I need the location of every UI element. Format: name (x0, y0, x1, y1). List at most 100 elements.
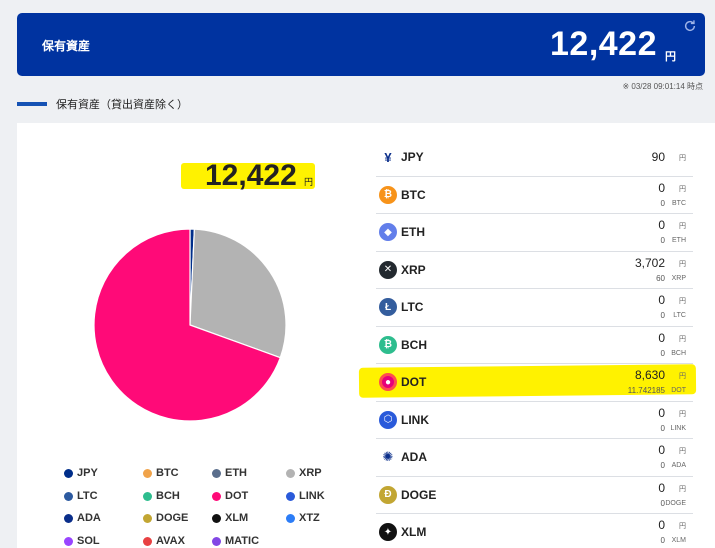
asset-quantity-unit: XLM (671, 537, 686, 544)
asset-row-ltc[interactable]: Ł LTC 0 円 0 LTC (376, 289, 693, 327)
asset-row-bch[interactable]: ₿ BCH 0 円 0 BCH (376, 327, 693, 364)
xrp-icon: ✕ (379, 260, 397, 279)
asset-name: XRP (401, 262, 426, 277)
highlight-mark (181, 163, 315, 189)
asset-row-doge[interactable]: Ð DOGE 0 円 0 DOGE (376, 477, 693, 514)
cardano-icon: ✺ (379, 448, 397, 466)
legend-swatch (286, 513, 295, 523)
litecoin-icon: Ł (379, 298, 397, 316)
legend-item-ltc[interactable]: LTC (64, 490, 98, 502)
total-amount: 12,422 (205, 159, 297, 192)
asset-row-link[interactable]: ⬡ LINK 0 円 0 LINK (376, 402, 693, 439)
asset-quantity-unit: LINK (670, 424, 686, 432)
asset-jpy-unit: 円 (679, 373, 686, 380)
legend-label: XTZ (299, 512, 320, 524)
asset-name: JPY (401, 150, 424, 164)
last-updated-timestamp: ※ 03/28 09:01:14 時点 (622, 82, 703, 91)
asset-quantity: 60 (656, 273, 665, 283)
asset-row-btc[interactable]: ₿ BTC 0 円 0 BTC (376, 177, 693, 214)
asset-quantity-unit: ADA (671, 462, 686, 469)
asset-jpy-value: 0 (658, 518, 665, 532)
legend-label: SOL (77, 535, 100, 547)
section-heading: 保有資産（貸出資産除く） (17, 97, 188, 111)
legend-label: BTC (156, 467, 179, 479)
legend-item-bch[interactable]: BCH (143, 490, 180, 502)
asset-quantity: 0 (660, 236, 665, 245)
polkadot-icon: ● (379, 373, 397, 391)
asset-quantity-unit: BTC (672, 199, 686, 207)
asset-row-jpy[interactable]: ¥ JPY 90 円 (376, 139, 693, 177)
legend-item-sol[interactable]: SOL (64, 535, 100, 547)
legend-item-jpy[interactable]: JPY (64, 467, 98, 479)
legend-item-btc[interactable]: BTC (143, 467, 179, 479)
asset-row-xrp[interactable]: ✕ XRP 3,702 円 60 XRP (376, 252, 693, 289)
legend-item-ada[interactable]: ADA (64, 512, 101, 524)
legend-item-dot[interactable]: DOT (212, 490, 248, 502)
asset-quantity: 11.742185 (627, 386, 665, 395)
legend-label: LTC (77, 490, 98, 502)
asset-jpy-unit: 円 (679, 485, 686, 493)
chainlink-icon: ⬡ (379, 410, 397, 429)
legend-swatch (212, 491, 221, 501)
asset-quantity: 0 (660, 423, 665, 433)
refresh-icon[interactable] (683, 19, 697, 33)
asset-quantity-unit: BCH (671, 349, 686, 357)
asset-jpy-unit: 円 (679, 410, 686, 418)
ethereum-icon: ◆ (379, 223, 397, 241)
asset-row-dot[interactable]: ● DOT 8,630 円 11.742185 DOT (376, 364, 693, 402)
legend-label: LINK (299, 490, 325, 502)
asset-row-xlm[interactable]: ✦ XLM 0 円 0 XLM (376, 514, 693, 548)
asset-quantity-unit: DOGE (665, 499, 686, 507)
bitcoin-cash-icon: ₿ (379, 335, 397, 354)
legend-item-xrp[interactable]: XRP (286, 467, 322, 479)
asset-name: DOT (401, 375, 427, 389)
legend-swatch (64, 536, 73, 546)
asset-name: DOGE (401, 487, 437, 502)
asset-quantity: 0 (660, 348, 665, 358)
yen-icon: ¥ (379, 148, 397, 166)
asset-jpy-value: 0 (658, 218, 665, 232)
legend-item-eth[interactable]: ETH (212, 467, 247, 479)
header-title: 保有資産 (42, 39, 91, 53)
asset-name: LTC (401, 300, 424, 314)
header-total-amount: 12,422 (550, 25, 657, 63)
asset-jpy-unit: 円 (679, 523, 686, 530)
legend-item-matic[interactable]: MATIC (212, 535, 259, 547)
asset-quantity: 0 (660, 536, 665, 545)
legend-item-avax[interactable]: AVAX (143, 535, 185, 547)
asset-jpy-value: 90 (651, 150, 665, 164)
asset-jpy-unit: 円 (679, 298, 686, 305)
asset-jpy-unit: 円 (679, 260, 686, 268)
asset-row-ada[interactable]: ✺ ADA 0 円 0 ADA (376, 439, 693, 477)
legend-swatch (143, 491, 152, 501)
legend-item-link[interactable]: LINK (286, 490, 325, 502)
legend-swatch (143, 536, 152, 546)
legend-item-doge[interactable]: DOGE (143, 512, 188, 524)
asset-row-eth[interactable]: ◆ ETH 0 円 0 ETH (376, 214, 693, 252)
dogecoin-icon: Ð (379, 485, 397, 504)
legend-label: AVAX (156, 535, 185, 547)
asset-jpy-value: 0 (658, 330, 665, 345)
legend-swatch (212, 536, 221, 546)
asset-jpy-value: 3,702 (634, 255, 665, 270)
legend-label: XRP (299, 467, 322, 479)
asset-name: LINK (401, 412, 429, 427)
asset-quantity: 0 (660, 498, 665, 508)
asset-jpy-value: 0 (658, 443, 665, 457)
asset-name: XLM (401, 525, 427, 539)
asset-name: BCH (401, 337, 427, 352)
legend-swatch (143, 468, 152, 478)
legend-swatch (286, 491, 295, 501)
asset-quantity: 0 (660, 311, 665, 320)
pie-slice-xrp (189, 228, 287, 359)
legend-swatch (286, 468, 295, 478)
asset-pie-chart (93, 228, 287, 422)
total-assets-header: 保有資産 12,422 円 (17, 13, 705, 76)
legend-label: JPY (77, 467, 98, 479)
legend-item-xtz[interactable]: XTZ (286, 512, 320, 524)
asset-quantity-unit: ETH (672, 237, 686, 244)
asset-jpy-value: 0 (658, 480, 665, 495)
legend-item-xlm[interactable]: XLM (212, 512, 248, 524)
asset-quantity-unit: DOT (671, 387, 686, 394)
legend-label: ETH (225, 467, 247, 479)
